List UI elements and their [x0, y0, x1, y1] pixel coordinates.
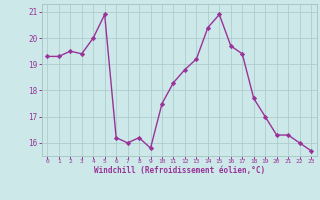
X-axis label: Windchill (Refroidissement éolien,°C): Windchill (Refroidissement éolien,°C) [94, 166, 265, 175]
